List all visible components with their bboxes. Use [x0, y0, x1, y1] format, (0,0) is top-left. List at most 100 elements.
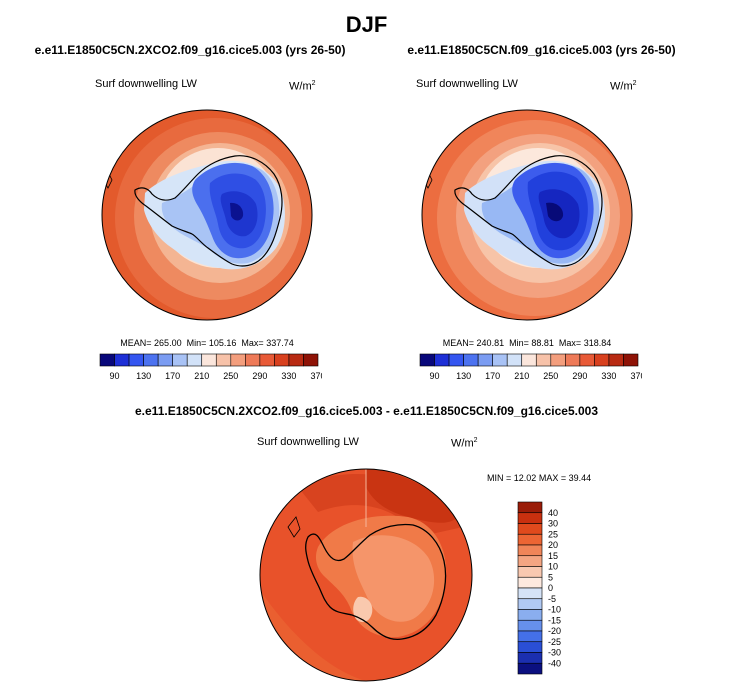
colorbar-box-13	[608, 353, 624, 367]
right-unit-label: W/m2	[610, 80, 637, 93]
colorbar-box-15	[517, 662, 543, 675]
colorbar-box-7	[517, 576, 543, 589]
colorbar-box-10	[245, 353, 261, 367]
colorbar-tick-label: 10	[548, 562, 558, 572]
left-panel-title: e.e11.E1850C5CN.2XCO2.f09_g16.cice5.003 …	[34, 43, 346, 57]
colorbar-box-6	[506, 353, 523, 367]
colorbar-box-5	[172, 353, 188, 367]
colorbar-tick-label: 170	[485, 371, 500, 381]
diff-polar-map	[259, 468, 473, 682]
colorbar-tick-label: 40	[548, 508, 558, 518]
left-stats: MEAN= 265.00 Min= 105.16 Max= 337.74	[120, 338, 294, 348]
colorbar-box-11	[259, 353, 275, 367]
colorbar-tick-label: 210	[194, 371, 209, 381]
diff-variable-label: Surf downwelling LW	[257, 436, 359, 448]
colorbar-box-6	[186, 353, 203, 367]
colorbar-box-8	[535, 353, 552, 367]
colorbar-tick-label: 330	[281, 371, 296, 381]
figure-title: DJF	[345, 12, 388, 37]
colorbar-tick-label: 90	[110, 371, 120, 381]
colorbar-tick-label: 15	[548, 551, 558, 561]
colorbar-tick-label: 250	[223, 371, 238, 381]
colorbar-box-10	[517, 609, 543, 621]
colorbar-tick-label: 130	[136, 371, 151, 381]
diff-coast-fragment	[287, 516, 301, 538]
colorbar-tick-label: 370	[310, 371, 322, 381]
colorbar-box-1	[114, 353, 130, 367]
colorbar-box-7	[521, 353, 537, 367]
colorbar-box-9	[517, 598, 543, 610]
colorbar-box-6	[517, 566, 543, 578]
colorbar-tick-label: -30	[548, 648, 561, 658]
diff-unit-label: W/m2	[451, 437, 478, 450]
left-coastline	[134, 155, 283, 267]
colorbar-box-8	[517, 587, 543, 600]
colorbar-box-3	[517, 533, 543, 546]
colorbar-box-2	[517, 523, 543, 535]
colorbar-tick-label: -5	[548, 594, 556, 604]
colorbar-box-3	[463, 353, 479, 367]
left-continent-core	[230, 202, 244, 221]
right-continent-core	[546, 202, 564, 222]
colorbar-tick-label: 30	[548, 519, 558, 529]
colorbar-box-2	[128, 353, 144, 367]
left-colorbar: 90 130 170 210 250 290 330 370	[99, 353, 322, 381]
right-map-border	[421, 109, 633, 321]
right-variable-label: Surf downwelling LW	[416, 78, 518, 90]
colorbar-tick-label: 330	[601, 371, 616, 381]
colorbar-tick-label: 170	[165, 371, 180, 381]
colorbar-box-11	[579, 353, 595, 367]
colorbar-box-0	[419, 353, 435, 367]
colorbar-box-3	[143, 353, 159, 367]
colorbar-tick-label: -40	[548, 658, 561, 668]
colorbar-tick-label: 90	[430, 371, 440, 381]
colorbar-box-1	[434, 353, 450, 367]
left-map-border	[101, 109, 313, 321]
diff-stats: MIN = 12.02 MAX = 39.44	[487, 473, 592, 483]
colorbar-box-1	[517, 512, 543, 524]
colorbar-box-13	[517, 641, 543, 653]
colorbar-tick-label: -25	[548, 637, 561, 647]
colorbar-box-0	[517, 501, 543, 514]
colorbar-box-11	[517, 619, 543, 632]
colorbar-box-7	[201, 353, 217, 367]
diff-continent-inner	[352, 535, 435, 622]
diff-map-border	[259, 468, 473, 682]
colorbar-tick-label: -10	[548, 605, 561, 615]
colorbar-tick-label: -20	[548, 626, 561, 636]
colorbar-tick-label: 370	[630, 371, 642, 381]
right-polar-map	[421, 109, 633, 321]
right-colorbar: 90 130 170 210 250 290 330 370	[419, 353, 642, 381]
colorbar-box-12	[274, 353, 290, 367]
colorbar-tick-label: -15	[548, 615, 561, 625]
colorbar-tick-label: 5	[548, 572, 553, 582]
colorbar-box-2	[448, 353, 464, 367]
colorbar-tick-label: 210	[514, 371, 529, 381]
colorbar-box-12	[594, 353, 610, 367]
colorbar-tick-label: 25	[548, 529, 558, 539]
colorbar-box-9	[230, 353, 246, 367]
right-panel-title: e.e11.E1850C5CN.f09_g16.cice5.003 (yrs 2…	[407, 43, 676, 57]
colorbar-box-10	[565, 353, 581, 367]
colorbar-tick-label: 250	[543, 371, 558, 381]
diff-max-zone	[366, 469, 458, 523]
colorbar-box-12	[517, 630, 543, 643]
left-unit-label: W/m2	[289, 80, 316, 93]
diff-coastline	[305, 523, 447, 641]
colorbar-box-5	[492, 353, 508, 367]
colorbar-tick-label: 290	[252, 371, 267, 381]
colorbar-box-13	[288, 353, 304, 367]
colorbar-box-0	[99, 353, 115, 367]
diff-panel-title: e.e11.E1850C5CN.2XCO2.f09_g16.cice5.003 …	[135, 404, 598, 418]
colorbar-box-14	[517, 652, 543, 664]
right-coastline	[454, 155, 603, 267]
colorbar-box-8	[215, 353, 232, 367]
colorbar-box-4	[157, 353, 173, 367]
right-stats: MEAN= 240.81 Min= 88.81 Max= 318.84	[442, 338, 612, 348]
colorbar-tick-label: 0	[548, 583, 553, 593]
colorbar-tick-label: 130	[456, 371, 471, 381]
colorbar-tick-label: 290	[572, 371, 587, 381]
diff-low-spot	[353, 596, 373, 623]
colorbar-box-14	[623, 353, 639, 367]
colorbar-box-14	[303, 353, 319, 367]
